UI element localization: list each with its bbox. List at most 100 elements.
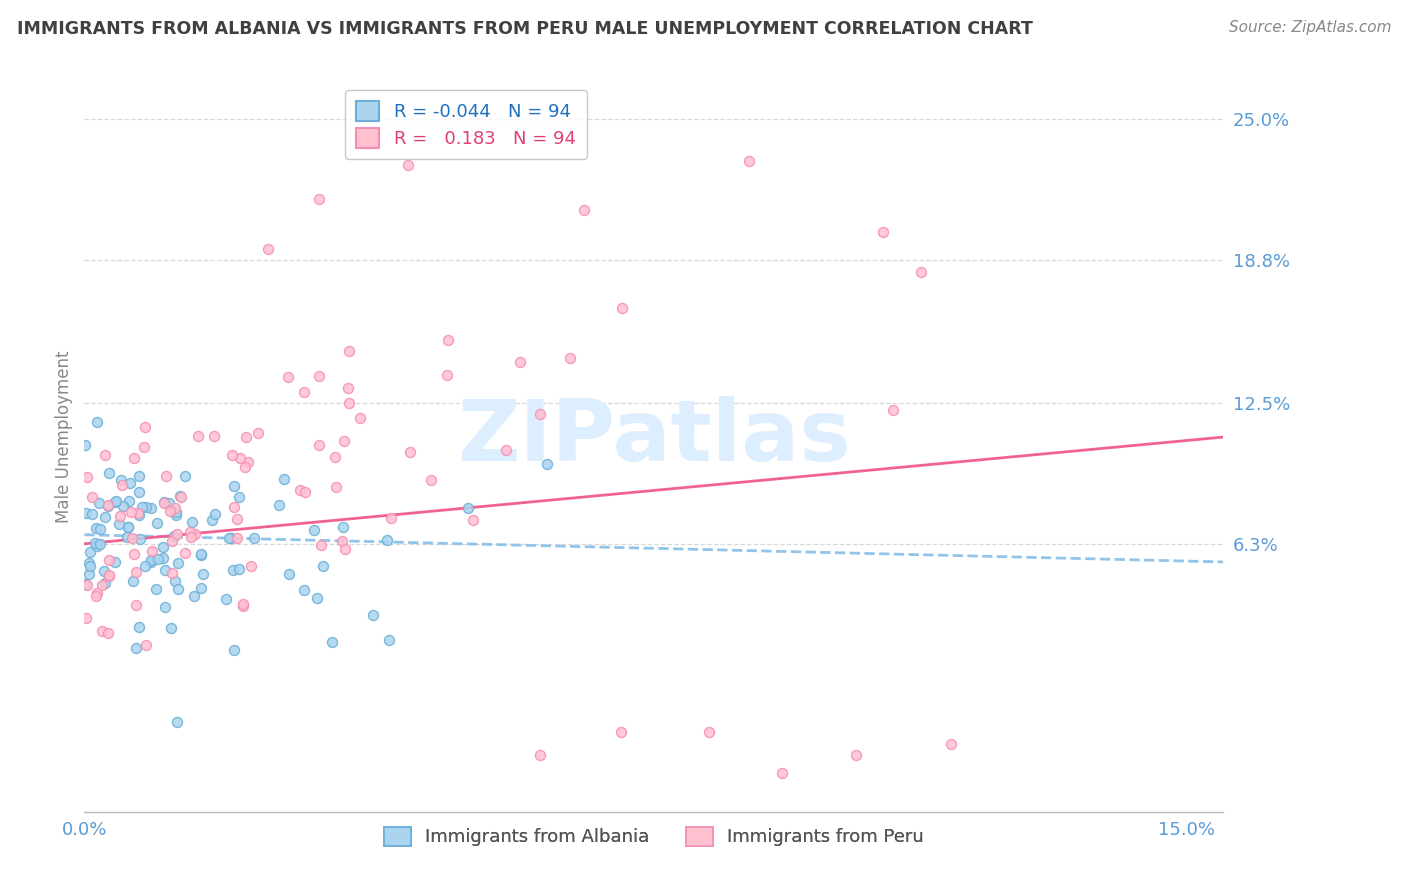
Point bbox=[215, 592, 238, 607]
Point bbox=[330, 533, 353, 548]
Point bbox=[139, 501, 162, 516]
Point bbox=[292, 385, 315, 400]
Point bbox=[224, 500, 246, 514]
Point bbox=[132, 440, 155, 454]
Point bbox=[157, 496, 180, 510]
Point bbox=[125, 566, 148, 580]
Point bbox=[278, 567, 301, 582]
Point bbox=[228, 490, 250, 504]
Point bbox=[218, 531, 240, 545]
Point bbox=[173, 546, 195, 560]
Point bbox=[84, 589, 107, 603]
Point bbox=[380, 511, 402, 525]
Point bbox=[135, 638, 157, 652]
Point bbox=[122, 547, 145, 561]
Point bbox=[129, 533, 152, 547]
Point bbox=[872, 225, 894, 239]
Point bbox=[180, 516, 202, 530]
Point bbox=[166, 714, 188, 729]
Point bbox=[529, 407, 551, 421]
Point bbox=[509, 355, 531, 369]
Point bbox=[145, 582, 167, 597]
Point bbox=[179, 524, 201, 539]
Point bbox=[325, 480, 347, 494]
Point bbox=[333, 541, 356, 556]
Point bbox=[337, 396, 360, 410]
Point bbox=[190, 548, 212, 562]
Point bbox=[134, 420, 156, 434]
Point bbox=[235, 430, 257, 444]
Point bbox=[309, 538, 332, 552]
Point bbox=[77, 557, 100, 571]
Point bbox=[235, 460, 257, 475]
Point bbox=[79, 558, 101, 573]
Point bbox=[437, 333, 460, 347]
Point bbox=[238, 455, 260, 469]
Point bbox=[167, 556, 190, 570]
Point bbox=[128, 485, 150, 500]
Point bbox=[349, 411, 371, 425]
Point bbox=[117, 519, 139, 533]
Point bbox=[162, 529, 184, 543]
Point bbox=[165, 508, 187, 523]
Point bbox=[160, 533, 183, 548]
Text: Source: ZipAtlas.com: Source: ZipAtlas.com bbox=[1229, 20, 1392, 35]
Point bbox=[141, 552, 163, 566]
Point bbox=[86, 415, 108, 429]
Point bbox=[941, 737, 963, 751]
Point bbox=[93, 510, 115, 524]
Point bbox=[463, 513, 485, 527]
Point bbox=[93, 564, 115, 578]
Point bbox=[108, 509, 131, 524]
Point bbox=[97, 499, 120, 513]
Point bbox=[98, 553, 121, 567]
Point bbox=[610, 301, 633, 316]
Point bbox=[141, 544, 163, 558]
Point bbox=[396, 158, 419, 172]
Point bbox=[166, 527, 188, 541]
Point bbox=[290, 483, 312, 497]
Point bbox=[89, 522, 111, 536]
Point bbox=[105, 494, 128, 508]
Point bbox=[186, 429, 208, 443]
Point bbox=[845, 747, 868, 762]
Point bbox=[558, 351, 581, 365]
Point bbox=[193, 566, 215, 581]
Legend: Immigrants from Albania, Immigrants from Peru: Immigrants from Albania, Immigrants from… bbox=[377, 820, 931, 854]
Point bbox=[128, 468, 150, 483]
Point bbox=[153, 564, 176, 578]
Point bbox=[128, 508, 150, 522]
Point bbox=[97, 625, 120, 640]
Point bbox=[332, 520, 354, 534]
Point bbox=[159, 621, 181, 635]
Point bbox=[163, 500, 186, 515]
Point bbox=[127, 506, 149, 520]
Point bbox=[77, 566, 100, 581]
Point bbox=[94, 575, 117, 590]
Point bbox=[224, 479, 246, 493]
Point bbox=[155, 469, 177, 483]
Point bbox=[910, 265, 932, 279]
Point bbox=[229, 450, 252, 465]
Point bbox=[737, 154, 759, 169]
Point bbox=[267, 498, 290, 512]
Point bbox=[73, 438, 96, 452]
Point bbox=[80, 490, 103, 504]
Point bbox=[125, 599, 148, 613]
Point bbox=[139, 555, 162, 569]
Point bbox=[232, 598, 254, 612]
Point bbox=[97, 567, 120, 582]
Point bbox=[273, 472, 295, 486]
Point bbox=[337, 343, 360, 358]
Point bbox=[697, 725, 720, 739]
Point bbox=[204, 507, 226, 521]
Point bbox=[323, 450, 346, 464]
Point bbox=[770, 766, 793, 780]
Point bbox=[80, 508, 103, 522]
Point bbox=[321, 634, 343, 648]
Point bbox=[183, 589, 205, 603]
Point bbox=[125, 640, 148, 655]
Point bbox=[84, 535, 107, 549]
Point bbox=[308, 192, 330, 206]
Point bbox=[308, 438, 330, 452]
